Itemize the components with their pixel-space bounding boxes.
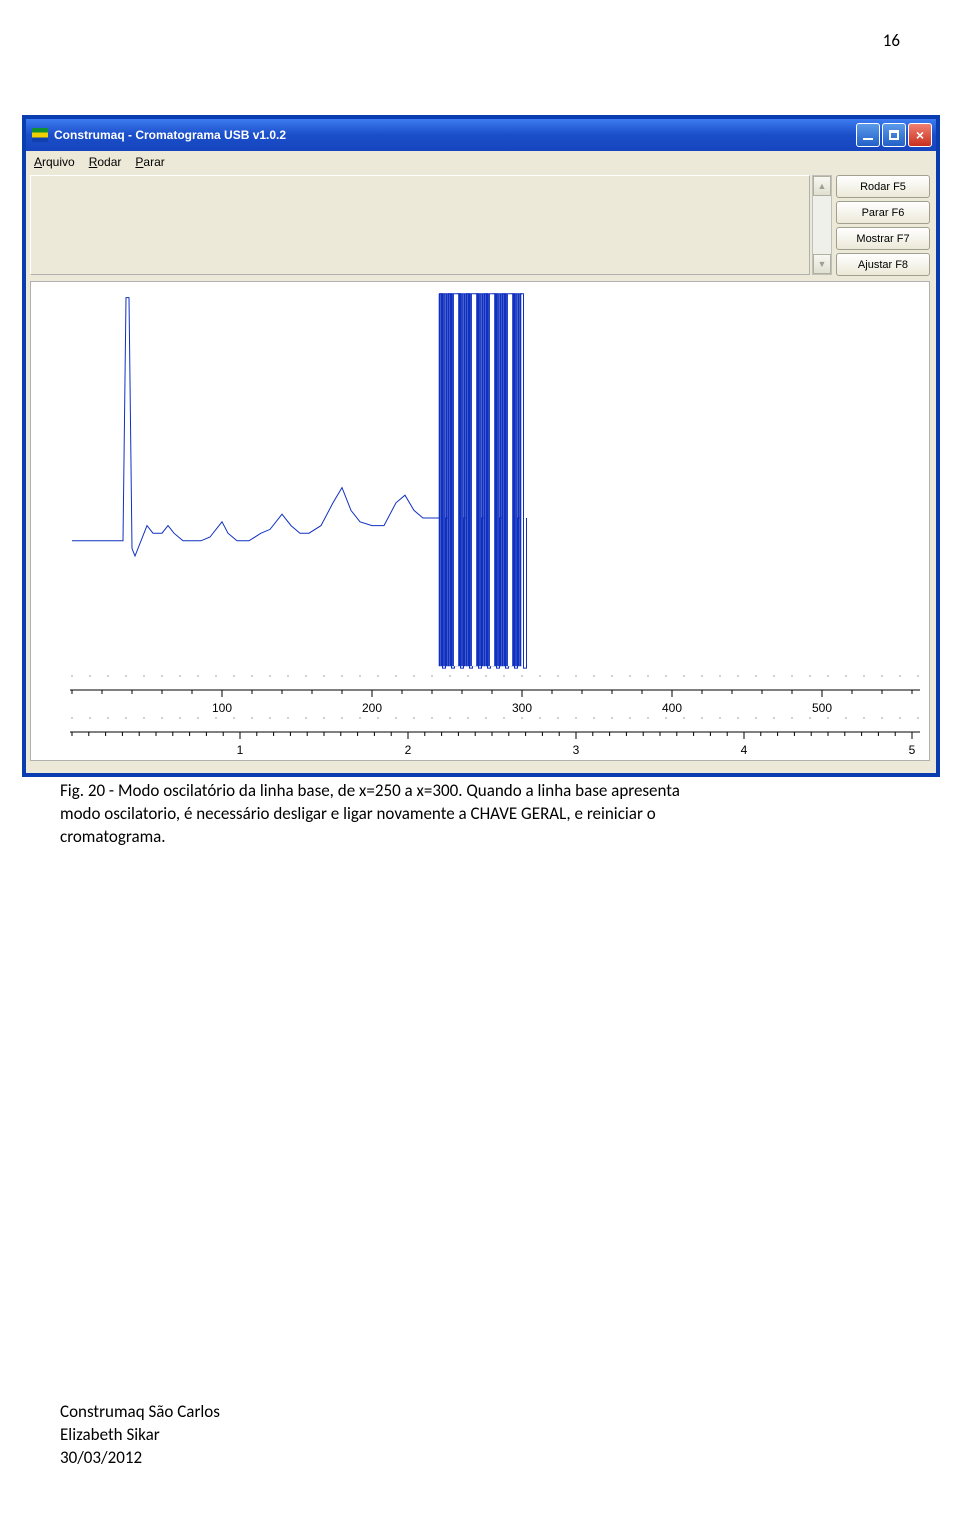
scroll-down-button[interactable]: ▼ xyxy=(813,254,831,274)
chromatogram-chart: 100 200 300 400 500 1 2 3 4 5 xyxy=(30,281,930,761)
svg-text:1: 1 xyxy=(237,743,244,757)
caption-line1: Fig. 20 - Modo oscilatório da linha base… xyxy=(60,780,680,801)
page-footer: Construmaq São Carlos Elizabeth Sikar 30… xyxy=(60,1401,220,1470)
svg-text:300: 300 xyxy=(512,701,532,715)
figure-caption: Fig. 20 - Modo oscilatório da linha base… xyxy=(60,780,900,849)
workarea: ▲ ▼ Rodar F5 Parar F6 Mostrar F7 Ajustar… xyxy=(26,173,936,773)
svg-text:400: 400 xyxy=(662,701,682,715)
titlebar: Construmaq - Cromatograma USB v1.0.2 × xyxy=(26,119,936,151)
ajustar-button[interactable]: Ajustar F8 xyxy=(836,253,930,276)
mostrar-button[interactable]: Mostrar F7 xyxy=(836,227,930,250)
footer-date: 30/03/2012 xyxy=(60,1447,142,1468)
log-panel xyxy=(30,175,810,275)
menu-parar[interactable]: Parar xyxy=(135,155,164,169)
maximize-button[interactable] xyxy=(882,123,906,147)
log-scrollbar[interactable]: ▲ ▼ xyxy=(812,175,832,275)
window-frame: Construmaq - Cromatograma USB v1.0.2 × A… xyxy=(22,115,940,777)
chevron-up-icon: ▲ xyxy=(818,181,827,191)
menu-rodar[interactable]: Rodar xyxy=(89,155,122,169)
svg-text:200: 200 xyxy=(362,701,382,715)
side-buttons: Rodar F5 Parar F6 Mostrar F7 Ajustar F8 xyxy=(836,175,930,276)
close-icon: × xyxy=(916,128,924,142)
window-title: Construmaq - Cromatograma USB v1.0.2 xyxy=(54,128,286,142)
footer-author: Elizabeth Sikar xyxy=(60,1424,160,1445)
scroll-up-button[interactable]: ▲ xyxy=(813,176,831,196)
chevron-down-icon: ▼ xyxy=(818,259,827,269)
svg-text:500: 500 xyxy=(812,701,832,715)
svg-text:5: 5 xyxy=(909,743,916,757)
chart-svg: 100 200 300 400 500 1 2 3 4 5 xyxy=(31,282,929,760)
menu-label: Parar xyxy=(135,155,164,169)
svg-text:100: 100 xyxy=(212,701,232,715)
svg-text:4: 4 xyxy=(741,743,748,757)
maximize-icon xyxy=(889,130,899,140)
minimize-button[interactable] xyxy=(856,123,880,147)
footer-org: Construmaq São Carlos xyxy=(60,1401,220,1422)
minimize-icon xyxy=(863,138,873,140)
close-button[interactable]: × xyxy=(908,123,932,147)
rodar-button[interactable]: Rodar F5 xyxy=(836,175,930,198)
page-number: 16 xyxy=(883,30,900,51)
menu-label: Arquivo xyxy=(34,155,75,169)
menu-arquivo[interactable]: Arquivo xyxy=(34,155,75,169)
app-icon xyxy=(32,128,48,142)
menubar: Arquivo Rodar Parar xyxy=(26,151,936,173)
caption-line2: modo oscilatorio, é necessário desligar … xyxy=(60,803,656,824)
titlebar-buttons: × xyxy=(856,123,932,147)
menu-label: Rodar xyxy=(89,155,122,169)
svg-text:2: 2 xyxy=(405,743,412,757)
caption-line3: cromatograma. xyxy=(60,826,166,847)
svg-text:3: 3 xyxy=(573,743,580,757)
parar-button[interactable]: Parar F6 xyxy=(836,201,930,224)
